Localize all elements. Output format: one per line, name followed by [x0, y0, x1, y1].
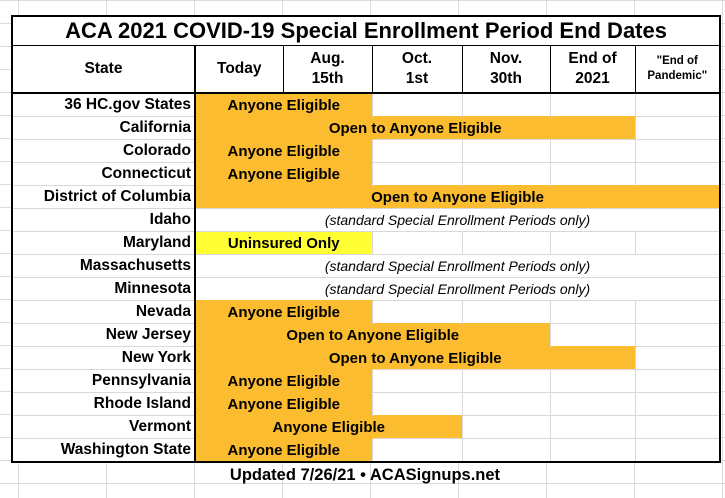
eligibility-bar: Anyone Eligible: [194, 139, 372, 163]
table-row: Connecticut Anyone Eligible: [12, 162, 721, 186]
eligibility-bar: (standard Special Enrollment Periods onl…: [194, 254, 721, 278]
table-row: Massachusetts (standard Special Enrollmen…: [12, 254, 721, 278]
empty-cell: [461, 438, 550, 462]
empty-cell: [634, 300, 721, 324]
table-row: Washington State Anyone Eligible: [12, 438, 721, 462]
empty-cell: [634, 438, 721, 462]
table-row: District of Columbia Open to Anyone Eligi…: [12, 185, 721, 209]
empty-cell: [371, 392, 462, 416]
empty-cell: [549, 231, 635, 255]
state-cell: Connecticut: [12, 162, 196, 186]
table-row: New York Open to Anyone Eligible: [12, 346, 721, 370]
empty-cell: [549, 415, 635, 439]
empty-cell: [634, 392, 721, 416]
eligibility-bar: Open to Anyone Eligible: [194, 185, 721, 209]
eligibility-bar: Anyone Eligible: [194, 438, 372, 462]
column-header: State: [12, 45, 196, 94]
eligibility-bar: Uninsured Only: [194, 231, 372, 255]
eligibility-bar: Anyone Eligible: [194, 92, 372, 117]
state-cell: 36 HC.gov States: [12, 92, 196, 117]
state-cell: Maryland: [12, 231, 196, 255]
empty-cell: [371, 139, 462, 163]
empty-cell: [371, 300, 462, 324]
empty-cell: [371, 369, 462, 393]
empty-cell: [371, 438, 462, 462]
empty-cell: [549, 300, 635, 324]
state-cell: Idaho: [12, 208, 196, 232]
table-row: Vermont Anyone Eligible: [12, 415, 721, 439]
eligibility-bar: (standard Special Enrollment Periods onl…: [194, 208, 721, 232]
empty-cell: [461, 231, 550, 255]
table-row: Nevada Anyone Eligible: [12, 300, 721, 324]
empty-cell: [549, 92, 635, 117]
empty-cell: [549, 323, 635, 347]
footer-note: Updated 7/26/21 • ACASignups.net: [229, 466, 501, 484]
table-title: ACA 2021 COVID-19 Special Enrollment Per…: [11, 15, 721, 46]
empty-cell: [634, 162, 721, 186]
empty-cell: [549, 139, 635, 163]
eligibility-bar: Anyone Eligible: [194, 300, 372, 324]
state-cell: Pennsylvania: [12, 369, 196, 393]
eligibility-bar: Open to Anyone Eligible: [194, 346, 635, 370]
column-header: Aug. 15th: [282, 45, 372, 94]
empty-cell: [634, 415, 721, 439]
sep-end-dates-table: ACA 2021 COVID-19 Special Enrollment Per…: [11, 15, 722, 463]
header-row: State Today Aug. 15th Oct. 1st Nov. 30th End of 2…: [12, 45, 721, 94]
state-cell: Colorado: [12, 139, 196, 163]
column-header: Oct. 1st: [371, 45, 462, 94]
state-cell: Minnesota: [12, 277, 196, 301]
empty-cell: [461, 300, 550, 324]
column-header: End of 2021: [549, 45, 635, 94]
table-row: 36 HC.gov States Anyone Eligible: [12, 92, 721, 117]
column-header: Nov. 30th: [461, 45, 550, 94]
empty-cell: [371, 231, 462, 255]
state-cell: Rhode Island: [12, 392, 196, 416]
eligibility-bar: Anyone Eligible: [194, 369, 372, 393]
empty-cell: [634, 139, 721, 163]
empty-cell: [549, 438, 635, 462]
empty-cell: [549, 369, 635, 393]
eligibility-bar: Open to Anyone Eligible: [194, 323, 550, 347]
table-row: Idaho (standard Special Enrollment Period…: [12, 208, 721, 232]
empty-cell: [634, 116, 721, 140]
table-row: New Jersey Open to Anyone Eligible: [12, 323, 721, 347]
state-cell: Nevada: [12, 300, 196, 324]
empty-cell: [371, 162, 462, 186]
empty-cell: [634, 92, 721, 117]
empty-cell: [549, 162, 635, 186]
empty-cell: [634, 369, 721, 393]
empty-cell: [634, 231, 721, 255]
table-row: Pennsylvania Anyone Eligible: [12, 369, 721, 393]
empty-cell: [634, 323, 721, 347]
eligibility-bar: (standard Special Enrollment Periods onl…: [194, 277, 721, 301]
column-header: "End of Pandemic": [634, 45, 721, 94]
table-row: Minnesota (standard Special Enrollment Pe…: [12, 277, 721, 301]
state-cell: District of Columbia: [12, 185, 196, 209]
eligibility-bar: Open to Anyone Eligible: [194, 116, 635, 140]
table-row: Rhode Island Anyone Eligible: [12, 392, 721, 416]
table-row: Colorado Anyone Eligible: [12, 139, 721, 163]
state-cell: New York: [12, 346, 196, 370]
empty-cell: [461, 162, 550, 186]
state-cell: Washington State: [12, 438, 196, 462]
empty-cell: [461, 392, 550, 416]
table-row: Maryland Uninsured Only: [12, 231, 721, 255]
state-cell: New Jersey: [12, 323, 196, 347]
table-row: California Open to Anyone Eligible: [12, 116, 721, 140]
empty-cell: [461, 415, 550, 439]
state-cell: Vermont: [12, 415, 196, 439]
empty-cell: [549, 392, 635, 416]
eligibility-bar: Anyone Eligible: [194, 162, 372, 186]
empty-cell: [461, 92, 550, 117]
empty-cell: [634, 346, 721, 370]
empty-cell: [371, 92, 462, 117]
state-cell: Massachusetts: [12, 254, 196, 278]
eligibility-bar: Anyone Eligible: [194, 392, 372, 416]
empty-cell: [461, 369, 550, 393]
eligibility-bar: Anyone Eligible: [194, 415, 462, 439]
empty-cell: [461, 139, 550, 163]
column-header: Today: [194, 45, 283, 94]
state-cell: California: [12, 116, 196, 140]
